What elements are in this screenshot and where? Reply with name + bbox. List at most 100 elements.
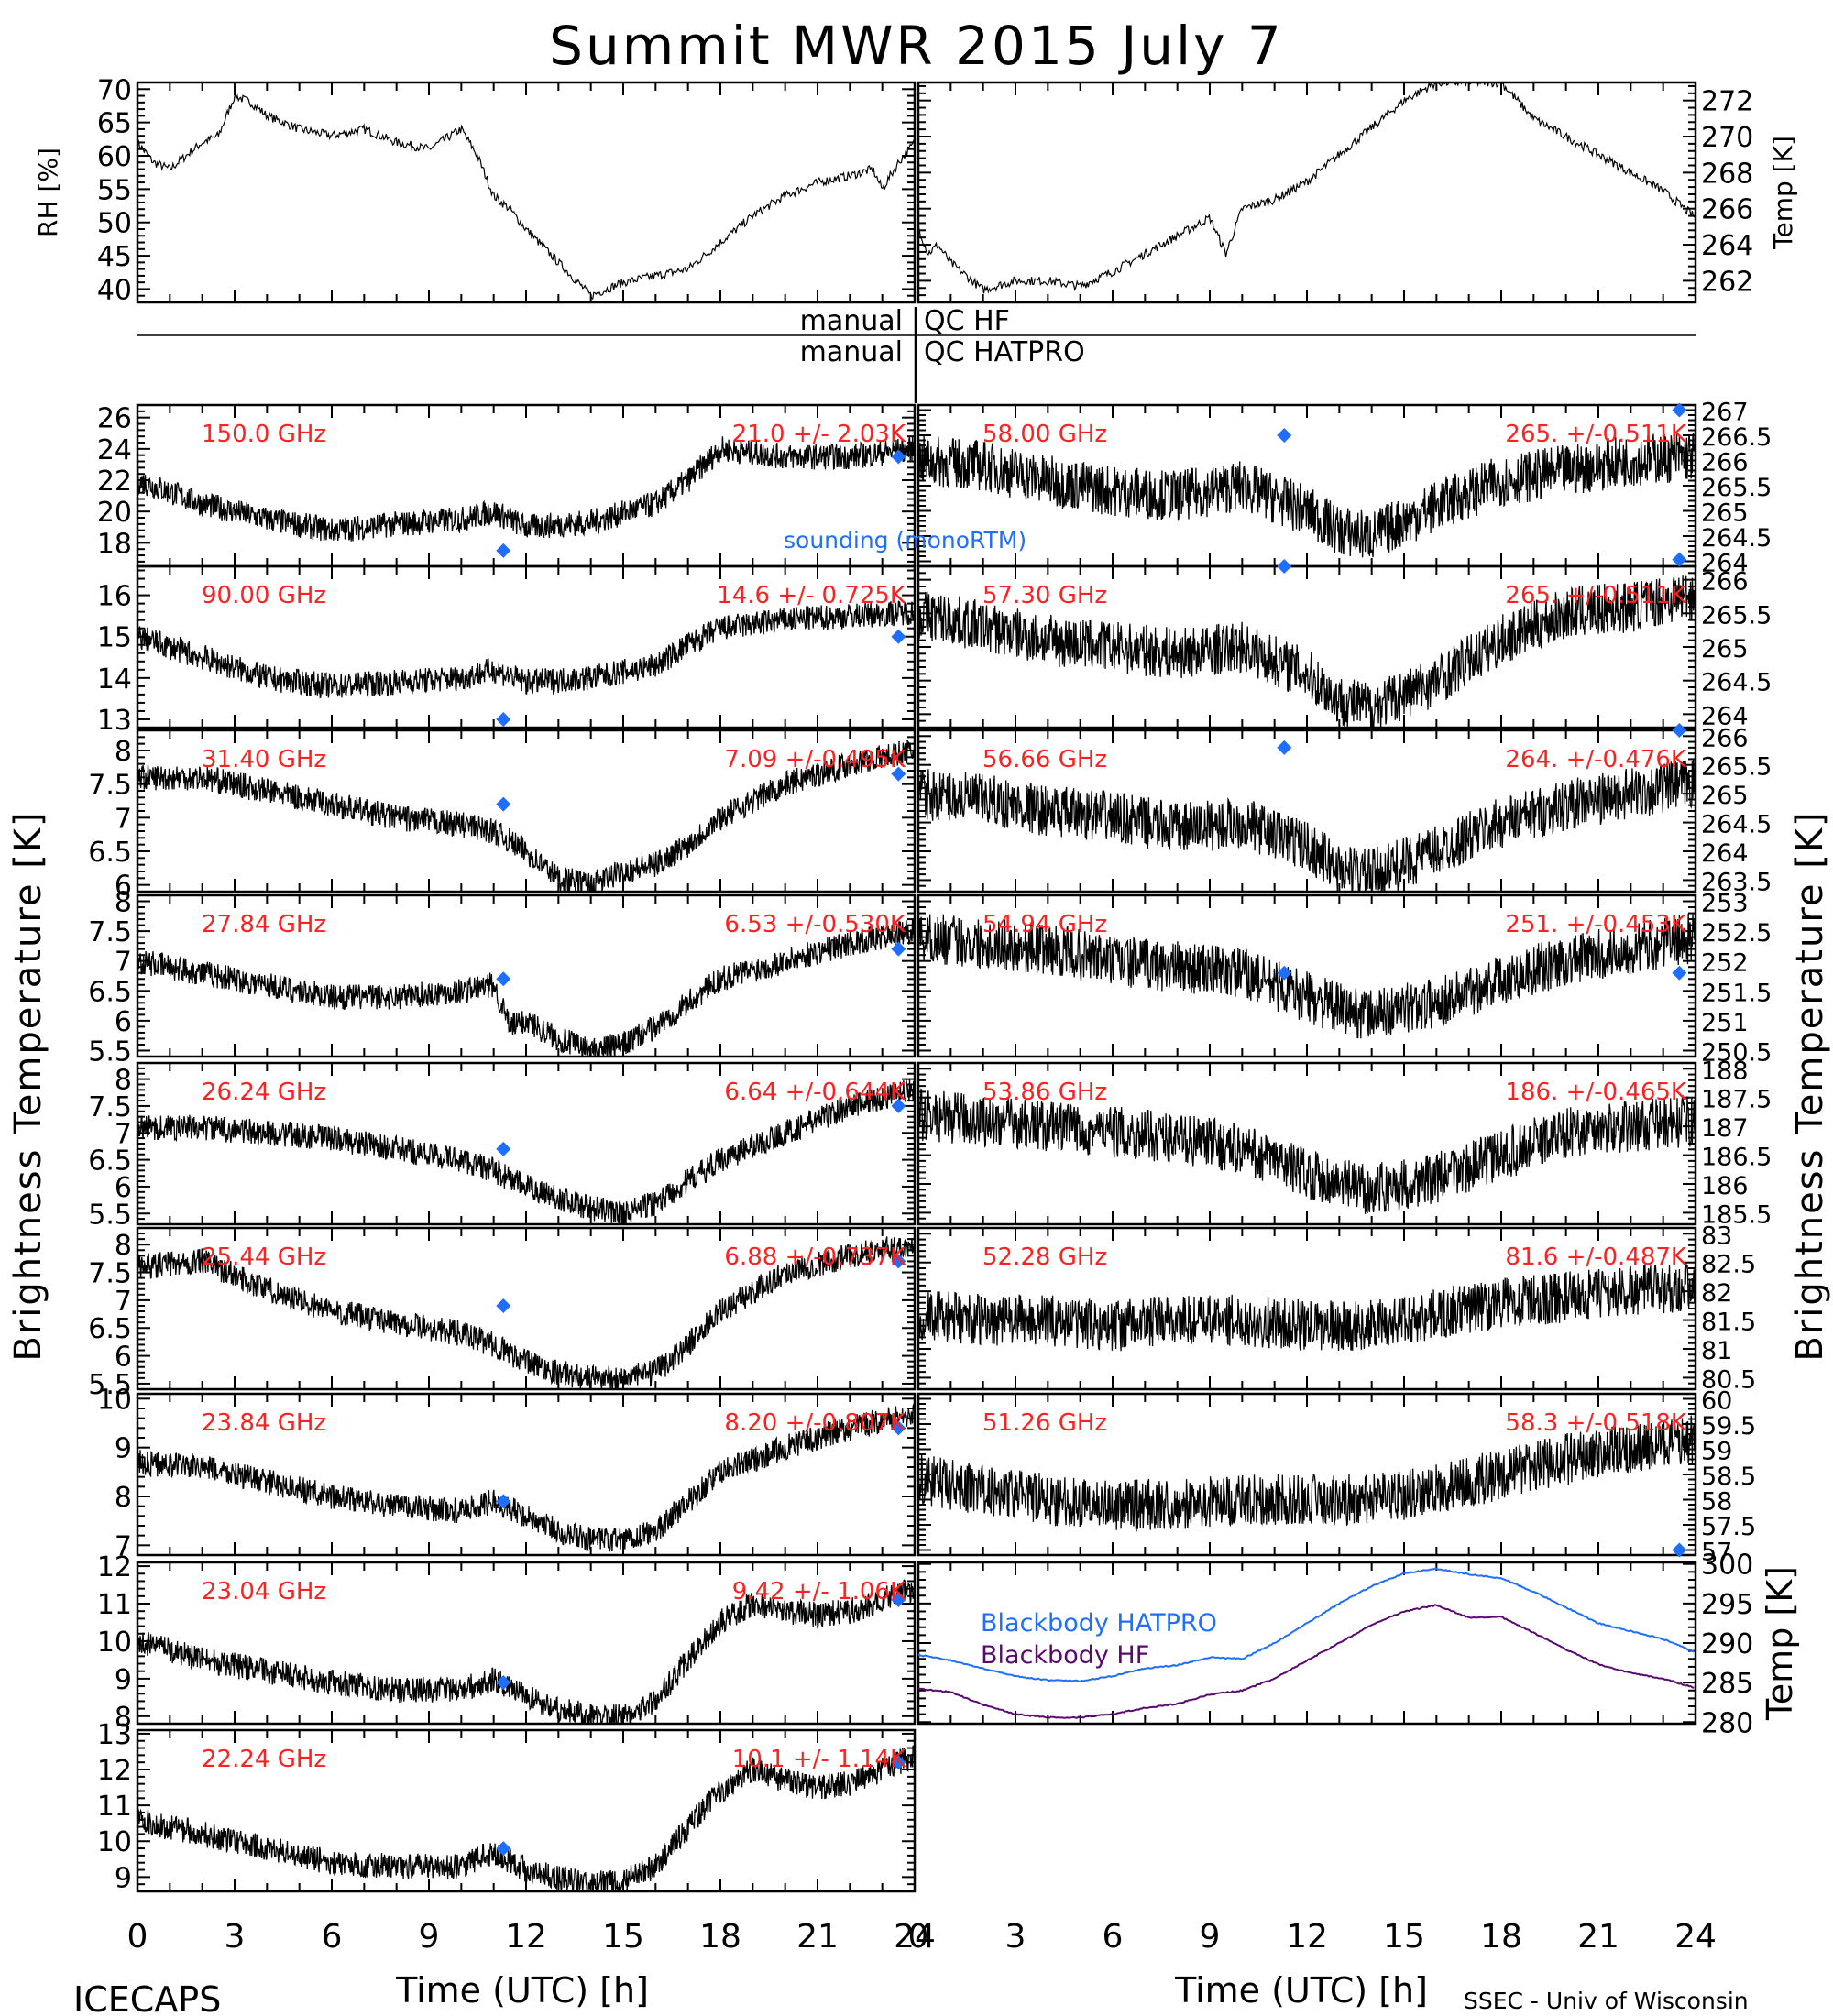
y-tick-label: 264.5	[1701, 669, 1772, 697]
frequency-label: 52.28 GHz	[982, 1244, 1107, 1271]
y-tick-label: 188	[1701, 1057, 1749, 1085]
footer-right: SSEC - Univ of Wisconsin	[1464, 1988, 1749, 2014]
frequency-label: 27.84 GHz	[202, 911, 326, 938]
y-tick-label: 265.5	[1701, 474, 1772, 502]
y-tick-label: 266	[1701, 724, 1749, 752]
y-tick-label: 280	[1701, 1707, 1753, 1739]
stat-label: 81.6 +/-0.487K	[1505, 1244, 1687, 1271]
sounding-marker	[891, 449, 906, 465]
y-tick-label: 81	[1701, 1337, 1732, 1365]
plot-area	[137, 1079, 915, 1224]
data-trace	[918, 82, 1696, 294]
stat-label: 58.3 +/-0.518K	[1505, 1409, 1687, 1437]
y-axis-label: Temp [K]	[1768, 136, 1798, 250]
y-axis-label: Temp [K]	[1760, 1566, 1800, 1721]
panel-1: 262 264 266 268 270 272 Temp [K]	[916, 81, 1798, 304]
y-tick-label: 60	[97, 141, 132, 173]
y-tick-label: 251.5	[1701, 979, 1772, 1007]
y-tick-label: 58	[1701, 1488, 1732, 1517]
y-tick-label: 252.5	[1701, 919, 1772, 948]
stat-label: 7.09 +/-0.495K	[724, 746, 906, 773]
y-tick-label: 8	[115, 1482, 132, 1514]
y-tick-label: 253	[1701, 890, 1749, 918]
data-trace	[918, 759, 1696, 892]
y-tick-label: 57	[1701, 1539, 1732, 1567]
plot-area	[918, 433, 1696, 558]
y-tick-label: 6.5	[88, 976, 132, 1008]
plot-area	[918, 82, 1696, 294]
sounding-marker	[1672, 1542, 1687, 1558]
panel-16: 8 9 10 11 12 23.04 GHz 9.42 +/- 1.06K	[97, 1551, 916, 1734]
stat-label: 14.6 +/- 0.725K	[717, 582, 906, 609]
data-trace	[137, 1236, 915, 1389]
y-tick-label: 252	[1701, 949, 1749, 978]
x-tick-label: 12	[505, 1918, 547, 1956]
panel-6: 66.577.58 31.40 GHz 7.09 +/-0.495K	[88, 729, 916, 903]
sounding-marker	[1672, 552, 1687, 567]
right-side-label: Brightness Temperature [K]	[1789, 810, 1831, 1361]
y-tick-label: 80.5	[1701, 1365, 1756, 1394]
y-tick-label: 65	[97, 108, 132, 140]
data-trace	[137, 1579, 915, 1724]
footer-left: ICECAPS	[73, 1979, 221, 2016]
y-tick-label: 264	[1701, 702, 1749, 730]
y-tick-label: 8	[115, 736, 132, 768]
y-tick-label: 262	[1701, 266, 1753, 298]
sounding-marker	[891, 1755, 906, 1770]
y-tick-label: 8	[115, 1065, 132, 1097]
qc-hf-left: manual	[800, 305, 903, 337]
stat-label: 6.53 +/-0.530K	[724, 911, 906, 938]
x-tick-label: 15	[1383, 1918, 1425, 1956]
y-tick-label: 5.5	[88, 1035, 132, 1068]
panel-8: 5.566.577.58 27.84 GHz 6.53 +/-0.530K	[88, 887, 916, 1068]
sounding-marker	[496, 1841, 511, 1857]
plot-area	[918, 759, 1696, 892]
x-axis: 0 3 6 9 12 15 18 21 240 3 6 9 12 15 18 21 24	[127, 1918, 1717, 1956]
sounding-marker	[891, 1420, 906, 1436]
plot-area	[918, 1567, 1695, 1719]
legend-entry: Blackbody HATPRO	[981, 1609, 1217, 1638]
y-tick-label: 81.5	[1701, 1309, 1756, 1337]
y-tick-label: 83	[1701, 1222, 1732, 1250]
sounding-legend: sounding (monoRTM)	[784, 527, 1026, 553]
x-tick-label: 9	[419, 1918, 440, 1956]
stat-label: 251. +/-0.453K	[1505, 911, 1687, 938]
data-trace	[918, 1088, 1696, 1214]
x-tick-label: 0	[127, 1918, 148, 1956]
frequency-label: 57.30 GHz	[982, 582, 1107, 609]
x-tick-label: 24	[1674, 1918, 1717, 1956]
panel-frame	[136, 81, 916, 304]
plot-area	[137, 1579, 915, 1724]
legend-entry: Blackbody HF	[981, 1641, 1149, 1670]
stat-label: 9.42 +/- 1.06K	[732, 1578, 906, 1605]
y-tick-label: 6.5	[88, 837, 132, 869]
stat-label: 186. +/-0.465K	[1505, 1079, 1687, 1106]
x-tick-label: 12	[1286, 1918, 1328, 1956]
data-trace	[918, 1262, 1696, 1352]
y-tick-label: 5.5	[88, 1199, 132, 1231]
qc-rows: manual QC HF manual QC HATPRO	[137, 305, 1696, 403]
y-tick-label: 272	[1701, 86, 1753, 118]
y-tick-label: 185.5	[1701, 1200, 1772, 1229]
sounding-marker	[1277, 965, 1292, 981]
plot-area	[918, 1415, 1696, 1532]
qc-hatpro-left: manual	[800, 336, 903, 368]
stat-label: 6.88 +/-0.737K	[724, 1244, 906, 1271]
sounding-marker	[1672, 402, 1687, 418]
y-tick-label: 24	[97, 434, 132, 466]
plot-area	[137, 1745, 915, 1891]
y-tick-label: 6	[115, 871, 132, 903]
sounding-marker	[1277, 559, 1292, 574]
y-tick-label: 6.5	[88, 1145, 132, 1178]
panel-10: 5.566.577.58 26.24 GHz 6.64 +/-0.644K	[88, 1061, 916, 1231]
y-tick-label: 7	[115, 1530, 132, 1562]
y-tick-label: 59	[1701, 1438, 1732, 1466]
frequency-label: 51.26 GHz	[982, 1409, 1107, 1437]
y-tick-label: 26	[97, 403, 132, 435]
stat-label: 265. +/-0.511K	[1505, 421, 1687, 448]
y-tick-label: 7.5	[88, 770, 132, 802]
